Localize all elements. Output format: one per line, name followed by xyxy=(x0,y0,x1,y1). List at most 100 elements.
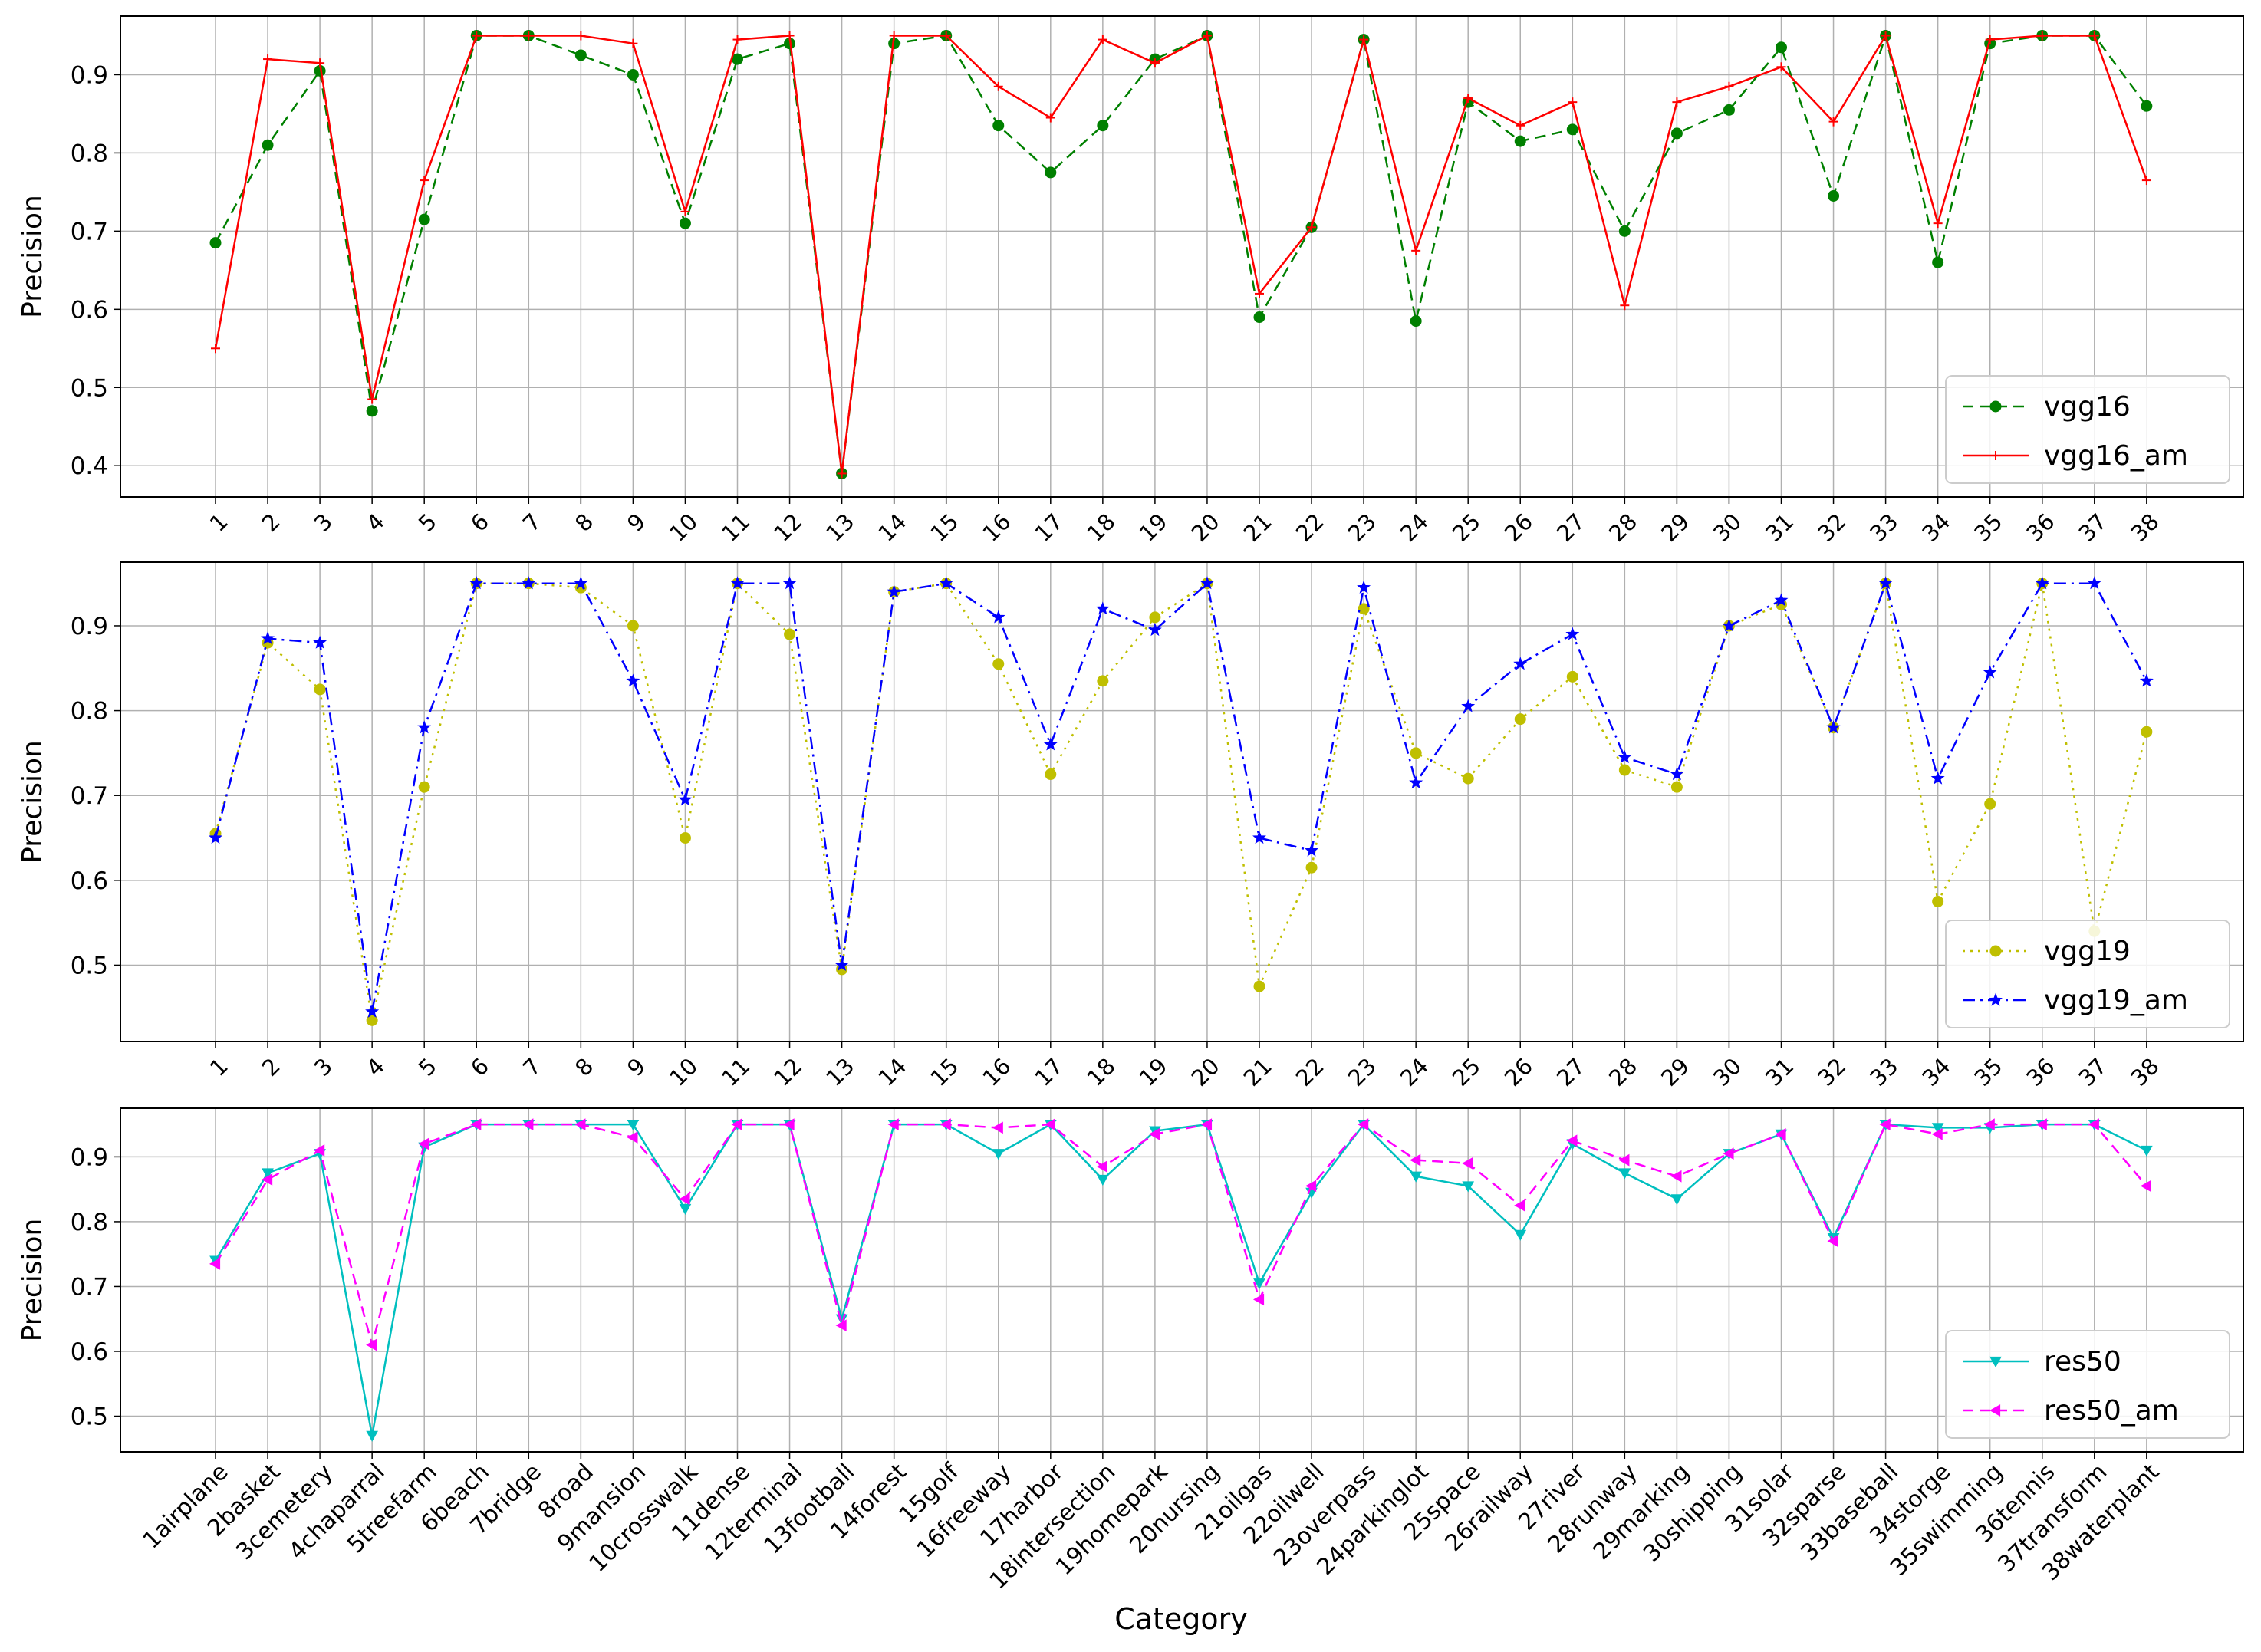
x-tick-label: 5 xyxy=(413,1053,442,1081)
y-tick-label: 0.7 xyxy=(71,782,108,810)
data-point xyxy=(522,576,536,590)
x-tick-label: 17 xyxy=(1030,1053,1068,1091)
y-tick-label: 0.5 xyxy=(71,374,108,402)
x-tick-label: 27 xyxy=(1552,508,1590,547)
legend-label: vgg19 xyxy=(2044,936,2131,967)
data-point xyxy=(1410,315,1422,327)
data-point xyxy=(627,68,639,81)
x-tick-label: 36 xyxy=(2021,1053,2059,1091)
x-tick-label: 32 xyxy=(1812,1053,1851,1091)
data-point xyxy=(1358,603,1370,615)
data-point xyxy=(1097,1174,1109,1186)
legend-label: vgg16 xyxy=(2044,391,2131,423)
data-point xyxy=(1463,94,1473,104)
data-point xyxy=(1931,1123,1944,1134)
data-point xyxy=(1565,627,1580,640)
y-tick-label: 0.9 xyxy=(71,613,108,640)
data-point xyxy=(574,576,588,590)
data-point xyxy=(939,576,953,590)
data-point xyxy=(834,957,849,972)
data-point xyxy=(1410,1153,1421,1167)
x-tick-label: 6 xyxy=(466,1053,494,1081)
x-tick-label: 37 xyxy=(2074,1053,2112,1091)
x-tick-label: 4 xyxy=(361,1053,390,1081)
x-tick-label: 16 xyxy=(977,508,1015,547)
x-tick-label: 25 xyxy=(1447,508,1486,547)
data-point xyxy=(1357,580,1371,594)
x-tick-label: 28 xyxy=(1604,508,1642,547)
x-tick-label: 3 xyxy=(309,508,337,537)
data-point xyxy=(1566,1134,1578,1147)
data-point xyxy=(1410,747,1422,759)
data-point xyxy=(1879,1118,1891,1130)
legend: res50 res50_am xyxy=(1945,1330,2230,1439)
x-tick-label: 20 xyxy=(1186,508,1225,547)
data-point xyxy=(1878,576,1893,590)
series-vgg16_am xyxy=(211,31,2151,479)
data-point xyxy=(1096,1160,1107,1173)
data-point xyxy=(1776,41,1787,54)
data-point xyxy=(211,344,220,354)
data-point xyxy=(991,610,1005,624)
data-point xyxy=(992,1149,1005,1160)
y-tick-label: 0.5 xyxy=(71,1404,108,1431)
data-point xyxy=(1723,104,1735,116)
data-point xyxy=(2088,1118,2099,1130)
data-point xyxy=(418,213,430,225)
data-point xyxy=(1723,1147,1734,1160)
data-point xyxy=(1670,1170,1682,1183)
y-axis-label: Precision xyxy=(17,740,48,864)
legend-marker xyxy=(1991,451,2000,460)
data-point xyxy=(1253,980,1265,992)
x-tick-label: 13 xyxy=(821,1053,859,1091)
data-point xyxy=(314,683,326,696)
data-point xyxy=(627,1131,638,1144)
data-point xyxy=(1462,1181,1475,1193)
x-tick-label: 12 xyxy=(768,1053,807,1091)
data-point xyxy=(470,1118,482,1130)
series-line xyxy=(214,1123,2147,1346)
x-tick-label: 6 xyxy=(466,508,494,537)
x-tick-label: 30 xyxy=(1708,508,1746,547)
data-point xyxy=(418,1137,429,1150)
data-point xyxy=(782,576,797,590)
data-point xyxy=(1305,1180,1317,1193)
data-point xyxy=(261,631,275,645)
data-point xyxy=(417,720,432,734)
data-point xyxy=(418,781,430,793)
x-tick-label: 19 xyxy=(1134,1053,1173,1091)
data-point xyxy=(2141,100,2153,112)
data-point xyxy=(2141,726,2153,738)
y-tick-label: 0.6 xyxy=(71,296,108,324)
data-point xyxy=(1881,31,1891,41)
legend-label: vgg19_am xyxy=(2044,985,2188,1016)
data-point xyxy=(1983,665,1997,679)
data-point xyxy=(1202,31,1212,41)
data-point xyxy=(1983,1118,1995,1130)
data-point xyxy=(732,53,743,65)
data-point xyxy=(1255,288,1264,298)
data-point xyxy=(1514,1229,1527,1241)
data-point xyxy=(1045,113,1055,123)
data-point xyxy=(1670,781,1683,793)
data-point xyxy=(2139,673,2154,687)
plot-area xyxy=(120,16,2243,497)
x-tick-label: 24 xyxy=(1395,1053,1433,1091)
series-vgg16 xyxy=(209,29,2153,479)
data-point xyxy=(209,1258,221,1270)
data-point xyxy=(1044,1118,1055,1130)
data-point xyxy=(1985,35,1995,44)
x-axis-label: Category xyxy=(1114,1602,1248,1636)
data-point xyxy=(367,394,377,404)
data-point xyxy=(1775,1127,1786,1140)
data-point xyxy=(262,1173,273,1186)
data-point xyxy=(315,58,325,68)
x-tick-label: 2 xyxy=(257,508,285,537)
series-line xyxy=(214,35,2147,475)
data-point xyxy=(522,1118,534,1130)
series-res50_am xyxy=(209,1118,2151,1351)
data-point xyxy=(1462,772,1474,785)
data-point xyxy=(1045,166,1057,179)
data-point xyxy=(313,635,327,649)
data-point xyxy=(1618,225,1631,237)
